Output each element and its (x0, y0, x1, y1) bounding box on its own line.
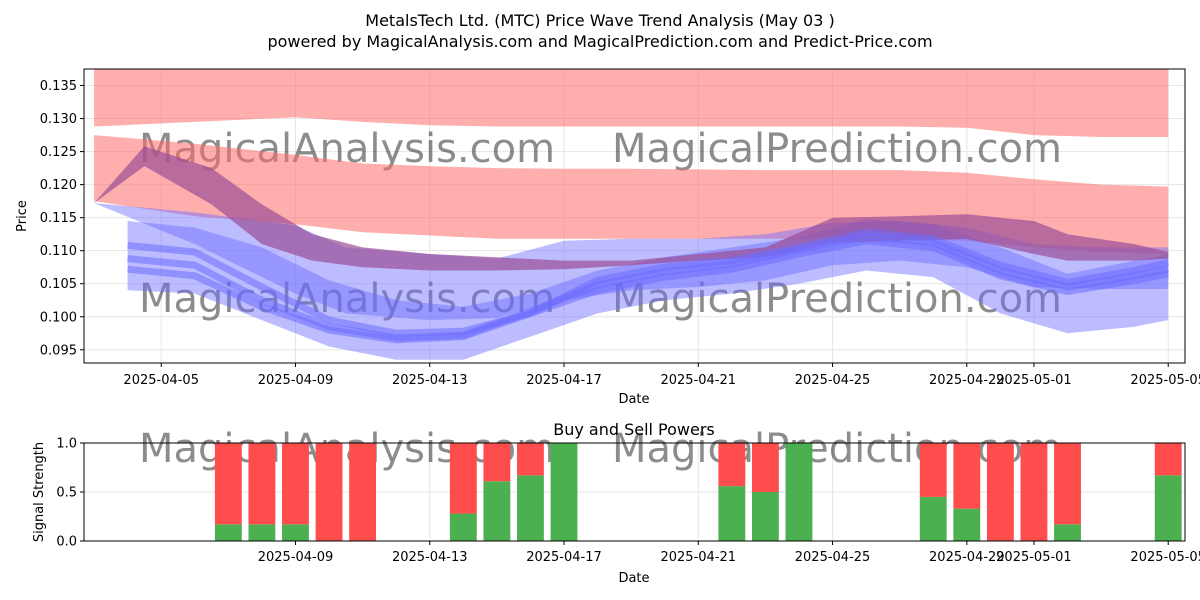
figure-title: MetalsTech Ltd. (MTC) Price Wave Trend A… (365, 11, 834, 30)
y-tick-label: 0.120 (40, 178, 77, 193)
y-tick-label: 0.110 (40, 244, 77, 259)
x-tick-label: 2025-05-01 (996, 550, 1072, 565)
buy-bar (449, 513, 477, 541)
watermark-text: MagicalPrediction.com (612, 126, 1062, 172)
x-tick-label: 2025-04-21 (660, 373, 736, 388)
price-x-ticks: 2025-04-05 2025-04-09 2025-04-13 2025-04-17… (123, 363, 1200, 388)
blue-wave-line (127, 232, 1169, 342)
y-tick-label: 0.125 (40, 145, 77, 160)
y-tick-label: 0.105 (40, 277, 77, 292)
signal-bars (214, 443, 1182, 541)
buy-bar (248, 524, 276, 541)
y-tick-label: 0.115 (40, 211, 77, 226)
watermark-text: MagicalPrediction.com (612, 276, 1062, 322)
figure-subtitle: powered by MagicalAnalysis.com and Magic… (267, 32, 932, 51)
sell-bar (517, 443, 544, 476)
x-tick-label: 2025-05-05 (1130, 373, 1200, 388)
x-tick-label: 2025-04-25 (795, 373, 871, 388)
sell-bar (282, 443, 309, 525)
x-tick-label: 2025-05-01 (996, 373, 1072, 388)
red-upper-band (94, 69, 1169, 137)
y-tick-label: 0.130 (40, 112, 77, 127)
signal-y-axis-label: Signal Strength (32, 442, 47, 542)
price-y-axis-label: Price (15, 200, 30, 232)
x-tick-label: 2025-05-05 (1130, 550, 1200, 565)
sell-bar (349, 443, 377, 541)
signal-x-ticks: 2025-04-09 2025-04-13 2025-04-17 2025-04-21… (258, 541, 1200, 565)
x-tick-label: 2025-04-29 (929, 550, 1005, 565)
blue-wave-band (127, 219, 1169, 360)
signal-x-axis-label: Date (618, 571, 649, 586)
sell-bar (248, 443, 276, 525)
buy-bar (1054, 524, 1081, 541)
price-y-ticks: 0.095 0.100 0.105 0.110 0.115 0.120 0.125 0.130… (40, 79, 84, 358)
y-tick-label: 0.0 (56, 535, 77, 550)
buy-bar (550, 443, 578, 541)
buy-bar (517, 475, 544, 541)
price-bands (94, 69, 1170, 360)
sell-bar (1054, 443, 1081, 525)
price-watermarks: MagicalAnalysis.com MagicalPrediction.co… (139, 126, 1062, 322)
y-tick-label: 1.0 (56, 437, 77, 452)
price-plot-frame (83, 68, 1186, 364)
buy-bar (785, 443, 813, 541)
buy-bar (953, 508, 981, 541)
sell-bar (751, 443, 779, 492)
sell-bar (986, 443, 1014, 541)
blue-wave-line (127, 228, 1170, 337)
x-tick-label: 2025-04-25 (795, 550, 871, 565)
x-tick-label: 2025-04-17 (526, 550, 602, 565)
x-tick-label: 2025-04-21 (660, 550, 736, 565)
sell-bar (214, 443, 242, 525)
x-tick-label: 2025-04-09 (258, 373, 334, 388)
y-tick-label: 0.135 (40, 79, 77, 94)
buy-bar (483, 481, 511, 541)
buy-bar (1154, 475, 1182, 541)
sell-bar (1020, 443, 1048, 541)
x-tick-label: 2025-04-13 (392, 550, 468, 565)
blue-wave-line (127, 237, 1169, 344)
signal-y-ticks: 0.0 0.5 1.0 (56, 437, 84, 550)
sell-bar (919, 443, 947, 497)
buy-bar (919, 496, 947, 541)
x-tick-label: 2025-04-13 (392, 373, 468, 388)
buy-bar (282, 524, 309, 541)
price-x-axis-label: Date (618, 392, 649, 407)
sell-bar (1154, 443, 1182, 476)
x-tick-label: 2025-04-05 (123, 373, 199, 388)
x-tick-label: 2025-04-17 (526, 373, 602, 388)
sell-bar (953, 443, 981, 509)
buy-bar (214, 524, 242, 541)
buy-bar (718, 486, 746, 541)
y-tick-label: 0.095 (40, 343, 77, 358)
sell-bar (483, 443, 511, 482)
buy-bar (751, 492, 779, 541)
sell-bar (718, 443, 746, 487)
x-tick-label: 2025-04-29 (929, 373, 1005, 388)
sell-bar (315, 443, 343, 541)
sell-bar (449, 443, 477, 514)
signal-chart-title: Buy and Sell Powers (553, 420, 715, 439)
x-tick-label: 2025-04-09 (258, 550, 334, 565)
y-tick-label: 0.100 (40, 310, 77, 325)
y-tick-label: 0.5 (56, 486, 77, 501)
